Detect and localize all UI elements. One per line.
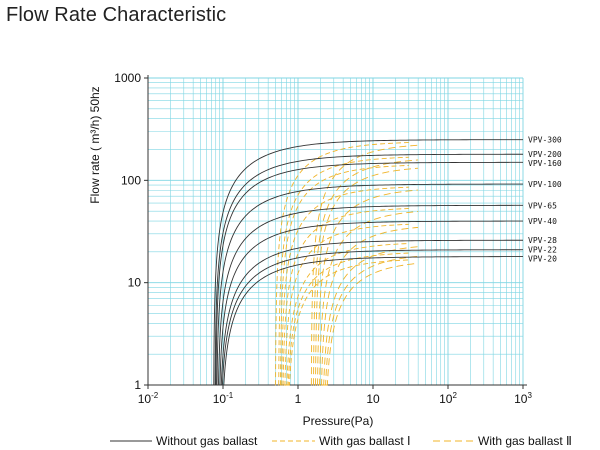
curve-vpv-65-with-gas-ballast-1 xyxy=(282,208,409,386)
series-label-vpv-200: VPV-200 xyxy=(528,150,562,159)
x-tick-label: 10 xyxy=(366,392,380,406)
curve-vpv-40-with-gas-ballast-1 xyxy=(283,223,409,386)
curve-vpv-20-with-gas-ballast-2 xyxy=(325,262,419,386)
curve-vpv-28-with-gas-ballast-2 xyxy=(322,246,419,386)
curve-vpv-200-without-gas-ballast xyxy=(214,153,523,386)
series-label-vpv-20: VPV-20 xyxy=(528,255,557,264)
page-title: Flow Rate Characteristic xyxy=(6,4,227,26)
curve-vpv-20-with-gas-ballast-1 xyxy=(287,259,409,386)
curve-vpv-300-with-gas-ballast-1 xyxy=(275,142,409,386)
legend-label: With gas ballast Ⅰ xyxy=(319,434,411,448)
curve-vpv-160-without-gas-ballast xyxy=(215,161,523,386)
series-label-vpv-160: VPV-160 xyxy=(528,159,562,168)
series-label-vpv-40: VPV-40 xyxy=(528,217,557,226)
grid xyxy=(147,77,524,386)
curve-vpv-300-without-gas-ballast xyxy=(213,139,523,386)
curve-vpv-22-with-gas-ballast-1 xyxy=(286,252,409,386)
curve-vpv-160-with-gas-ballast-1 xyxy=(280,164,409,386)
curve-vpv-20-without-gas-ballast xyxy=(221,256,523,386)
curve-vpv-160-with-gas-ballast-2 xyxy=(315,167,419,386)
x-tick-label: 10-1 xyxy=(213,391,234,406)
curve-vpv-28-without-gas-ballast xyxy=(219,239,524,386)
legend-label: Without gas ballast xyxy=(156,434,258,448)
series-label-vpv-28: VPV-28 xyxy=(528,236,557,245)
curve-vpv-100-with-gas-ballast-2 xyxy=(317,189,419,386)
curve-vpv-28-with-gas-ballast-1 xyxy=(285,243,409,386)
series-label-vpv-300: VPV-300 xyxy=(528,136,562,145)
series-label-vpv-22: VPV-22 xyxy=(528,246,557,255)
axes: 1 10 100 1000 10-2 10-1 1 10 102 103 xyxy=(114,71,532,406)
curve-vpv-22-without-gas-ballast xyxy=(220,249,524,386)
x-tick-label: 103 xyxy=(514,391,532,406)
series-label-vpv-65: VPV-65 xyxy=(528,201,557,210)
y-tick-label: 1000 xyxy=(114,71,141,85)
legend: Without gas ballast With gas ballast Ⅰ Wit… xyxy=(110,434,572,448)
y-tick-label: 1 xyxy=(134,378,141,392)
series-label-vpv-100: VPV-100 xyxy=(528,180,562,189)
curve-vpv-200-with-gas-ballast-2 xyxy=(313,159,419,386)
curve-vpv-100-with-gas-ballast-1 xyxy=(281,186,409,386)
y-tick-label: 100 xyxy=(121,173,141,187)
curves xyxy=(213,139,524,386)
curve-vpv-40-with-gas-ballast-2 xyxy=(320,226,419,386)
curve-vpv-200-with-gas-ballast-1 xyxy=(278,156,409,386)
x-tick-label: 102 xyxy=(439,391,457,406)
x-axis-title: Pressure(Pa) xyxy=(303,414,374,428)
legend-label: With gas ballast Ⅱ xyxy=(478,434,572,448)
curve-vpv-65-without-gas-ballast xyxy=(217,204,524,386)
y-tick-label: 10 xyxy=(128,276,142,290)
y-axis-title: Flow rate ( m³/h) 50hz xyxy=(88,86,102,203)
x-tick-label: 10-2 xyxy=(138,391,159,406)
curve-vpv-300-with-gas-ballast-2 xyxy=(310,144,419,386)
x-tick-label: 1 xyxy=(295,392,302,406)
curve-vpv-100-without-gas-ballast xyxy=(216,183,523,386)
curve-vpv-22-with-gas-ballast-2 xyxy=(323,255,419,386)
curve-vpv-40-without-gas-ballast xyxy=(218,220,523,386)
